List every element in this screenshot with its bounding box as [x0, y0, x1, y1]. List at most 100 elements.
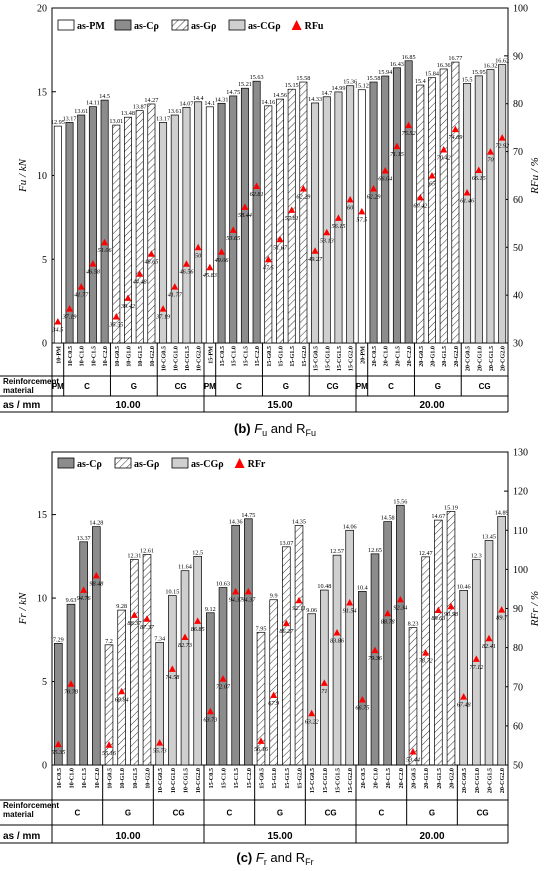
bar-value-label: 13.48 — [121, 110, 135, 117]
bar — [416, 84, 425, 344]
bar-value-label: 14.31 — [215, 96, 229, 103]
bar — [77, 114, 86, 344]
ratio-marker — [475, 166, 483, 173]
bar — [346, 85, 355, 344]
x-category-label: 15-CG1.0 — [324, 346, 331, 371]
y-left-tick-label: 10 — [37, 594, 47, 605]
x-category-label: 10-C0.5 — [56, 768, 63, 788]
ratio-marker — [206, 263, 214, 271]
bar — [182, 106, 191, 344]
legend: as-Cρ as-Gρ as-CGρ RFr — [57, 457, 266, 470]
ratio-marker — [409, 748, 417, 755]
bar — [369, 81, 378, 344]
bar-value-label: 15.84 — [425, 71, 439, 78]
bar — [135, 110, 144, 344]
ratio-value-label: 60.42 — [413, 202, 427, 209]
as-group-cell: 20.00 — [419, 400, 444, 411]
as-group-cell: 10.00 — [115, 400, 140, 411]
bar — [155, 642, 164, 766]
x-category-label: 15-G1.5 — [289, 346, 296, 367]
bar — [396, 504, 405, 766]
ratio-marker — [346, 195, 354, 203]
ratio-value-label: 68.84 — [115, 696, 129, 703]
ratio-value-label: 83.86 — [330, 638, 345, 645]
ratio-marker — [264, 255, 272, 263]
ratio-marker — [101, 238, 109, 246]
ratio-marker — [276, 235, 284, 243]
ratio-marker — [416, 193, 424, 201]
ratio-value-label: 51.67 — [273, 244, 288, 251]
ratio-marker — [371, 646, 379, 654]
ratio-value-label: 88.78 — [381, 618, 396, 625]
bar — [408, 627, 418, 766]
bar-value-label: 12.31 — [127, 553, 141, 560]
bar-value-label: 15.56 — [393, 498, 407, 505]
bar — [421, 556, 430, 766]
bar — [357, 89, 366, 344]
ratio-value-label: 57.5 — [356, 216, 367, 223]
ratio-marker — [147, 250, 155, 257]
figure-caption: (c) Fr and RFr — [236, 850, 313, 867]
figure-caption: (b) Fu and RFu — [234, 421, 316, 438]
bar-value-label: 16.77 — [448, 55, 462, 62]
x-category-label: 20-CG1.5 — [487, 768, 494, 793]
bar-value-label: 15.19 — [444, 504, 458, 511]
ratio-marker — [405, 121, 413, 129]
bar-value-label: 13.45 — [482, 533, 496, 540]
ratio-marker — [346, 598, 354, 606]
ratio-value-label: 92.34 — [393, 604, 407, 611]
ratio-value-label: 86.85 — [191, 626, 205, 633]
ratio-marker — [244, 587, 252, 595]
ratio-marker — [485, 634, 493, 642]
bar — [463, 83, 472, 344]
bar — [168, 595, 177, 766]
x-category-label: 10-CG1.5 — [184, 346, 191, 371]
bar — [229, 95, 238, 344]
legend-marker-triangle — [234, 458, 245, 468]
table-header-material: Reinforcement — [3, 801, 59, 810]
ratio-marker — [393, 142, 401, 150]
ratio-marker — [270, 691, 278, 698]
x-category-label: 15-CG1.0 — [322, 768, 329, 793]
y-left-tick-label: 5 — [42, 255, 47, 266]
ratio-marker — [105, 741, 113, 748]
bar — [231, 524, 240, 766]
bar — [358, 591, 367, 766]
ratio-value-label: 67.48 — [457, 702, 472, 709]
y-right-tick-label: 130 — [513, 448, 528, 459]
material-cell: CG — [175, 382, 187, 391]
x-category-label: 10-G0.5 — [114, 346, 121, 367]
bar — [130, 559, 139, 766]
y-left-axis-title: Fr / kN — [17, 592, 29, 625]
ratio-marker — [181, 633, 189, 640]
x-category-label: 10-CG1.0 — [172, 346, 179, 371]
ratio-value-label: 41.77 — [74, 292, 89, 299]
legend-label-pm: as-PM — [77, 21, 105, 32]
bar-value-label: 8.23 — [408, 621, 419, 628]
bar — [240, 87, 249, 344]
material-cell: CG — [325, 809, 337, 818]
ratio-marker — [112, 312, 120, 320]
material-cell: C — [378, 809, 384, 818]
bar-value-label: 10.46 — [457, 583, 471, 590]
x-category-label: 10-G1.0 — [126, 346, 133, 367]
bar — [282, 546, 291, 766]
legend-marker-triangle — [291, 20, 302, 30]
x-category-label: 20-G1.0 — [430, 346, 437, 367]
ratio-marker — [358, 695, 366, 703]
bar — [311, 102, 320, 344]
material-cell: CG — [327, 382, 339, 391]
bar — [299, 81, 308, 344]
ratio-value-label: 90.58 — [444, 611, 459, 618]
ratio-value-label: 82.73 — [178, 642, 192, 649]
bar — [124, 116, 132, 344]
x-category-label: 15-G0.5 — [266, 346, 273, 367]
x-category-label: 10-CG0.5 — [157, 768, 164, 793]
bar-value-label: 11.64 — [178, 564, 192, 571]
bar — [383, 521, 392, 766]
bar — [451, 61, 460, 344]
y-right-tick-label: 40 — [513, 291, 523, 302]
bar-value-label: 7.29 — [53, 636, 64, 643]
y-right-tick-label: 110 — [513, 526, 528, 537]
